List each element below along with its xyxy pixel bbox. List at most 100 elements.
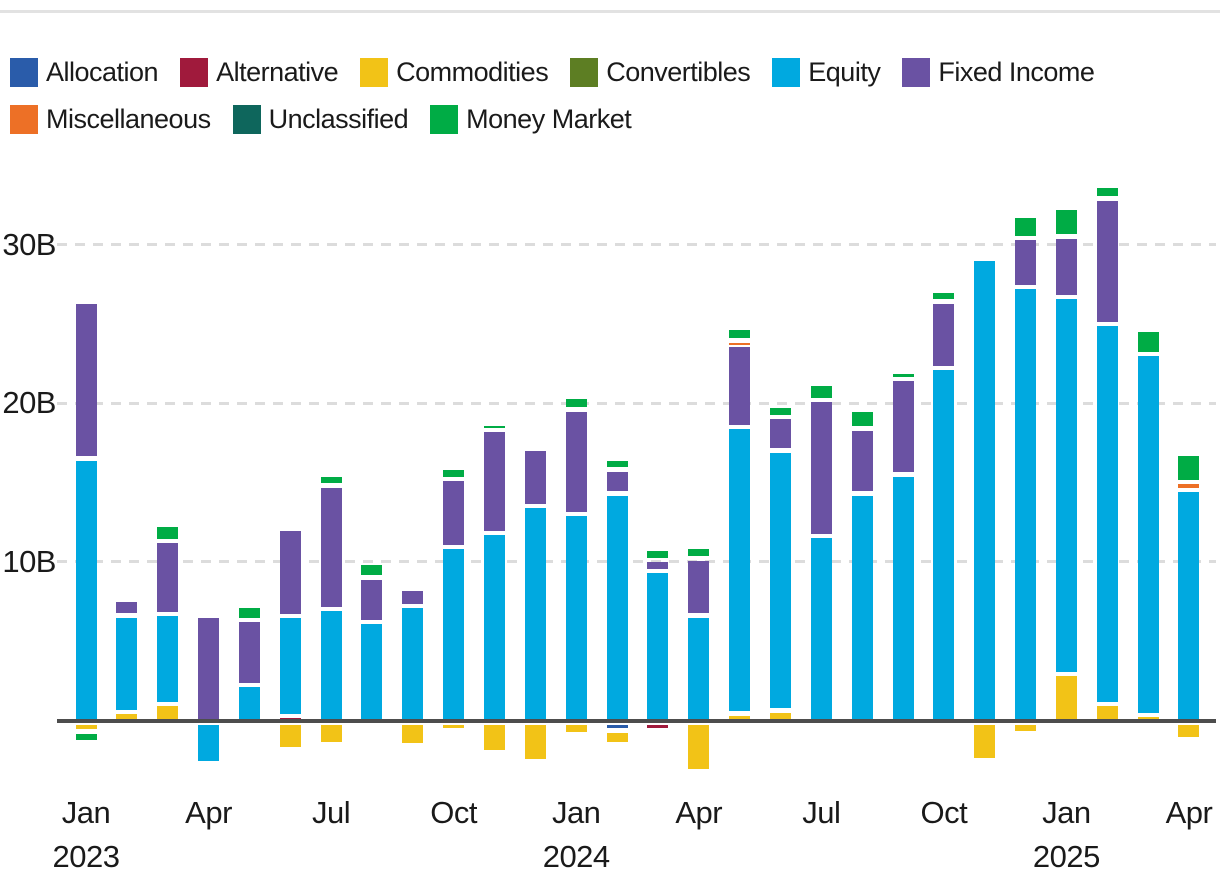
bar-segment-equity-dec-2024[interactable] (1015, 289, 1037, 720)
bar-segment-fixed-income-apr-2023[interactable] (198, 617, 220, 720)
bar-segment-fixed-income-oct-2023[interactable] (443, 481, 465, 546)
bar-segment-money-market-mar-2023[interactable] (157, 527, 179, 539)
bar-segment-money-market-nov-2023[interactable] (484, 425, 505, 429)
bar-segment-fixed-income-oct-2024[interactable] (933, 303, 955, 366)
bar-segment-equity-aug-2024[interactable] (851, 495, 873, 720)
bar-segment-money-market-sep-2024[interactable] (892, 373, 914, 378)
bar-segment-money-market-aug-2023[interactable] (361, 565, 383, 576)
bar-segment-money-market-oct-2024[interactable] (933, 292, 955, 300)
bar-segment-equity-may-2023[interactable] (238, 687, 260, 720)
bar-segment-money-market-mar-2024[interactable] (647, 551, 669, 558)
bar-segment-fixed-income-feb-2023[interactable] (116, 601, 138, 614)
bar-segment-money-market-aug-2024[interactable] (851, 411, 873, 427)
bar-segment-fixed-income-dec-2023[interactable] (524, 451, 546, 504)
legend-item-unclassified[interactable]: Unclassified (232, 104, 409, 134)
bar-segment-equity-jun-2024[interactable] (769, 452, 791, 709)
legend-item-allocation[interactable]: Allocation (10, 57, 159, 87)
bar-segment-fixed-income-sep-2024[interactable] (892, 381, 914, 473)
bar-segment-money-market-dec-2024[interactable] (1015, 218, 1037, 236)
bar-segment-fixed-income-jan-2024[interactable] (565, 411, 587, 512)
bar-segment-commodities-may-2024[interactable] (729, 715, 751, 720)
bar-segment-equity-oct-2023[interactable] (443, 549, 465, 720)
bar-segment-equity-jan-2025[interactable] (1055, 299, 1077, 672)
bar-segment-equity-feb-2025[interactable] (1096, 325, 1118, 702)
bar-segment-commodities-feb-2025[interactable] (1096, 706, 1118, 720)
bar-segment-equity-oct-2024[interactable] (933, 370, 955, 720)
legend-item-miscellaneous[interactable]: Miscellaneous (10, 104, 211, 134)
bar-segment-fixed-income-jun-2024[interactable] (769, 419, 791, 449)
legend-item-equity[interactable]: Equity (772, 57, 881, 87)
bar-segment-commodities-apr-2025[interactable] (1178, 725, 1200, 738)
bar-segment-fixed-income-aug-2023[interactable] (361, 579, 383, 620)
bar-segment-equity-apr-2024[interactable] (688, 617, 710, 720)
bar-segment-fixed-income-jan-2025[interactable] (1055, 238, 1077, 295)
bar-segment-fixed-income-jul-2023[interactable] (320, 487, 342, 607)
legend-item-fixed-income[interactable]: Fixed Income (902, 57, 1095, 87)
bar-segment-money-market-mar-2025[interactable] (1137, 332, 1159, 352)
bar-segment-equity-mar-2024[interactable] (647, 573, 669, 720)
bar-segment-money-market-may-2023[interactable] (238, 608, 260, 618)
bar-segment-fixed-income-mar-2024[interactable] (647, 562, 669, 569)
bar-segment-money-market-feb-2024[interactable] (606, 460, 628, 468)
bar-segment-commodities-jan-2024[interactable] (565, 725, 587, 733)
bar-segment-alternative-mar-2024[interactable] (647, 725, 669, 728)
bar-segment-commodities-mar-2023[interactable] (157, 706, 179, 720)
bar-segment-commodities-dec-2024[interactable] (1015, 725, 1037, 731)
bar-segment-money-market-may-2024[interactable] (729, 329, 751, 339)
bar-segment-money-market-apr-2025[interactable] (1178, 455, 1200, 481)
bar-segment-money-market-jun-2024[interactable] (769, 408, 791, 416)
bar-segment-commodities-jun-2023[interactable] (279, 725, 301, 747)
bar-segment-commodities-dec-2023[interactable] (524, 725, 546, 760)
legend-item-money-market[interactable]: Money Market (430, 104, 632, 134)
bar-segment-money-market-apr-2024[interactable] (688, 549, 710, 557)
bar-segment-equity-aug-2023[interactable] (361, 623, 383, 720)
bar-segment-money-market-jul-2024[interactable] (810, 386, 832, 398)
bar-segment-commodities-mar-2025[interactable] (1137, 717, 1159, 720)
bar-segment-money-market-feb-2025[interactable] (1096, 188, 1118, 197)
bar-segment-equity-may-2024[interactable] (729, 428, 751, 712)
bar-segment-miscellaneous-may-2024[interactable] (729, 342, 751, 346)
bar-segment-fixed-income-feb-2025[interactable] (1096, 200, 1118, 322)
bar-segment-equity-sep-2023[interactable] (402, 608, 424, 720)
bar-segment-equity-jul-2024[interactable] (810, 538, 832, 720)
bar-segment-commodities-jul-2023[interactable] (320, 725, 342, 742)
bar-segment-fixed-income-mar-2023[interactable] (157, 543, 179, 612)
bar-segment-commodities-jan-2023[interactable] (75, 725, 97, 730)
bar-segment-equity-nov-2023[interactable] (484, 535, 505, 720)
bar-segment-commodities-feb-2024[interactable] (606, 732, 628, 742)
bar-segment-fixed-income-aug-2024[interactable] (851, 430, 873, 492)
legend-item-convertibles[interactable]: Convertibles (570, 57, 751, 87)
bar-segment-commodities-oct-2023[interactable] (443, 725, 465, 728)
bar-segment-equity-feb-2024[interactable] (606, 495, 628, 720)
bar-segment-commodities-nov-2023[interactable] (484, 725, 505, 750)
bar-segment-money-market-oct-2023[interactable] (443, 470, 465, 477)
bar-segment-money-market-jan-2024[interactable] (565, 398, 587, 408)
bar-segment-commodities-jun-2024[interactable] (769, 712, 791, 720)
bar-segment-commodities-apr-2024[interactable] (688, 725, 710, 769)
bar-segment-commodities-nov-2024[interactable] (974, 725, 996, 758)
bar-segment-money-market-jan-2025[interactable] (1055, 210, 1077, 235)
bar-segment-equity-apr-2023[interactable] (198, 725, 220, 761)
bar-segment-equity-nov-2024[interactable] (974, 260, 996, 720)
bar-segment-equity-mar-2023[interactable] (157, 616, 179, 702)
bar-segment-money-market-jul-2023[interactable] (320, 476, 342, 484)
bar-segment-commodities-feb-2023[interactable] (116, 714, 138, 720)
legend-item-commodities[interactable]: Commodities (360, 57, 549, 87)
bar-segment-commodities-sep-2023[interactable] (402, 725, 424, 744)
bar-segment-equity-apr-2025[interactable] (1178, 492, 1200, 720)
bar-segment-fixed-income-apr-2024[interactable] (688, 560, 710, 614)
bar-segment-equity-sep-2024[interactable] (892, 476, 914, 720)
bar-segment-fixed-income-feb-2024[interactable] (606, 471, 628, 492)
bar-segment-equity-jan-2023[interactable] (75, 460, 97, 720)
bar-segment-commodities-jan-2025[interactable] (1055, 676, 1077, 720)
bar-segment-money-market-jan-2023[interactable] (75, 733, 97, 741)
bar-segment-fixed-income-jul-2024[interactable] (810, 402, 832, 534)
bar-segment-equity-jun-2023[interactable] (279, 618, 301, 714)
bar-segment-fixed-income-may-2023[interactable] (238, 622, 260, 683)
bar-segment-equity-dec-2023[interactable] (524, 508, 546, 720)
legend-item-alternative[interactable]: Alternative (180, 57, 339, 87)
bar-segment-fixed-income-nov-2023[interactable] (484, 432, 505, 531)
bar-segment-fixed-income-jan-2023[interactable] (75, 303, 97, 457)
bar-segment-fixed-income-jun-2023[interactable] (279, 531, 301, 614)
bar-segment-miscellaneous-apr-2025[interactable] (1178, 484, 1200, 488)
